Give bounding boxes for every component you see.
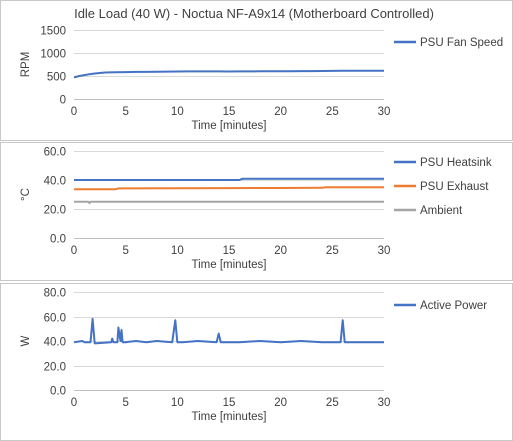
x-tick-label: 15 xyxy=(223,397,236,409)
y-tick-label: 0.0 xyxy=(50,234,66,246)
x-tick-label: 15 xyxy=(223,245,236,257)
x-tick-label: 10 xyxy=(171,106,184,118)
x-axis-title: Time [minutes] xyxy=(192,120,267,132)
y-tick-label: 60.0 xyxy=(44,313,66,325)
x-tick-label: 5 xyxy=(122,106,128,118)
x-tick-label: 25 xyxy=(326,106,339,118)
x-tick-label: 30 xyxy=(378,106,391,118)
chart-panel-1: 0 500 1000 1500 0 5 10 15 20 25 30 Time [minutes] RP… xyxy=(0,0,513,141)
y-tick-label: 0.0 xyxy=(50,386,66,398)
chart-panel-2: 0.0 20.0 40.0 60.0 0 5 10 15 20 25 30 Time [minutes… xyxy=(0,142,513,281)
y-axis-title: °C xyxy=(20,188,32,201)
y-tick-label: 40.0 xyxy=(44,176,66,188)
y-tick-label: 500 xyxy=(47,72,66,84)
legend-label: PSU Fan Speed xyxy=(420,37,503,49)
x-tick-label: 30 xyxy=(378,397,391,409)
legend-label: PSU Heatsink xyxy=(420,157,492,169)
chart-frame xyxy=(0,283,513,441)
x-tick-label: 10 xyxy=(171,397,184,409)
x-axis-title: Time [minutes] xyxy=(192,259,267,271)
series-line-psu-fan-speed xyxy=(73,69,384,79)
x-tick-label: 0 xyxy=(71,106,77,118)
y-axis-title: W xyxy=(20,335,32,346)
x-tick-label: 0 xyxy=(71,397,77,409)
x-tick-label: 5 xyxy=(122,245,128,257)
y-tick-label: 20.0 xyxy=(44,362,66,374)
y-tick-label: 20.0 xyxy=(44,205,66,217)
y-tick-label: 0 xyxy=(60,95,66,107)
series-line-psu-exhaust xyxy=(74,186,384,191)
x-tick-label: 10 xyxy=(171,245,184,257)
x-axis-title: Time [minutes] xyxy=(192,411,267,423)
series-line-psu-heatsink xyxy=(74,177,384,181)
legend-label: PSU Exhaust xyxy=(420,181,489,193)
y-tick-label: 1000 xyxy=(40,49,66,61)
y-tick-label: 40.0 xyxy=(44,337,66,349)
series-line-ambient xyxy=(74,200,384,205)
y-axis-title: RPM xyxy=(20,52,32,78)
x-tick-label: 20 xyxy=(274,245,287,257)
legend-label: Ambient xyxy=(420,205,463,217)
legend-label: Active Power xyxy=(420,300,487,312)
x-tick-label: 5 xyxy=(122,397,128,409)
x-tick-label: 20 xyxy=(274,397,287,409)
x-tick-label: 25 xyxy=(326,245,339,257)
y-tick-label: 80.0 xyxy=(44,288,66,300)
chart-panel-3: 0.0 20.0 40.0 60.0 80.0 0 5 10 15 20 25 30 Time [min… xyxy=(0,283,513,441)
x-tick-label: 15 xyxy=(223,106,236,118)
x-tick-label: 0 xyxy=(71,245,77,257)
x-tick-label: 20 xyxy=(274,106,287,118)
y-tick-label: 1500 xyxy=(40,26,66,38)
series-line-active-power xyxy=(73,317,384,345)
chart-title: Idle Load (40 W) - Noctua NF-A9x14 (Moth… xyxy=(74,6,434,21)
x-tick-label: 30 xyxy=(378,245,391,257)
y-tick-label: 60.0 xyxy=(44,147,66,159)
x-tick-label: 25 xyxy=(326,397,339,409)
